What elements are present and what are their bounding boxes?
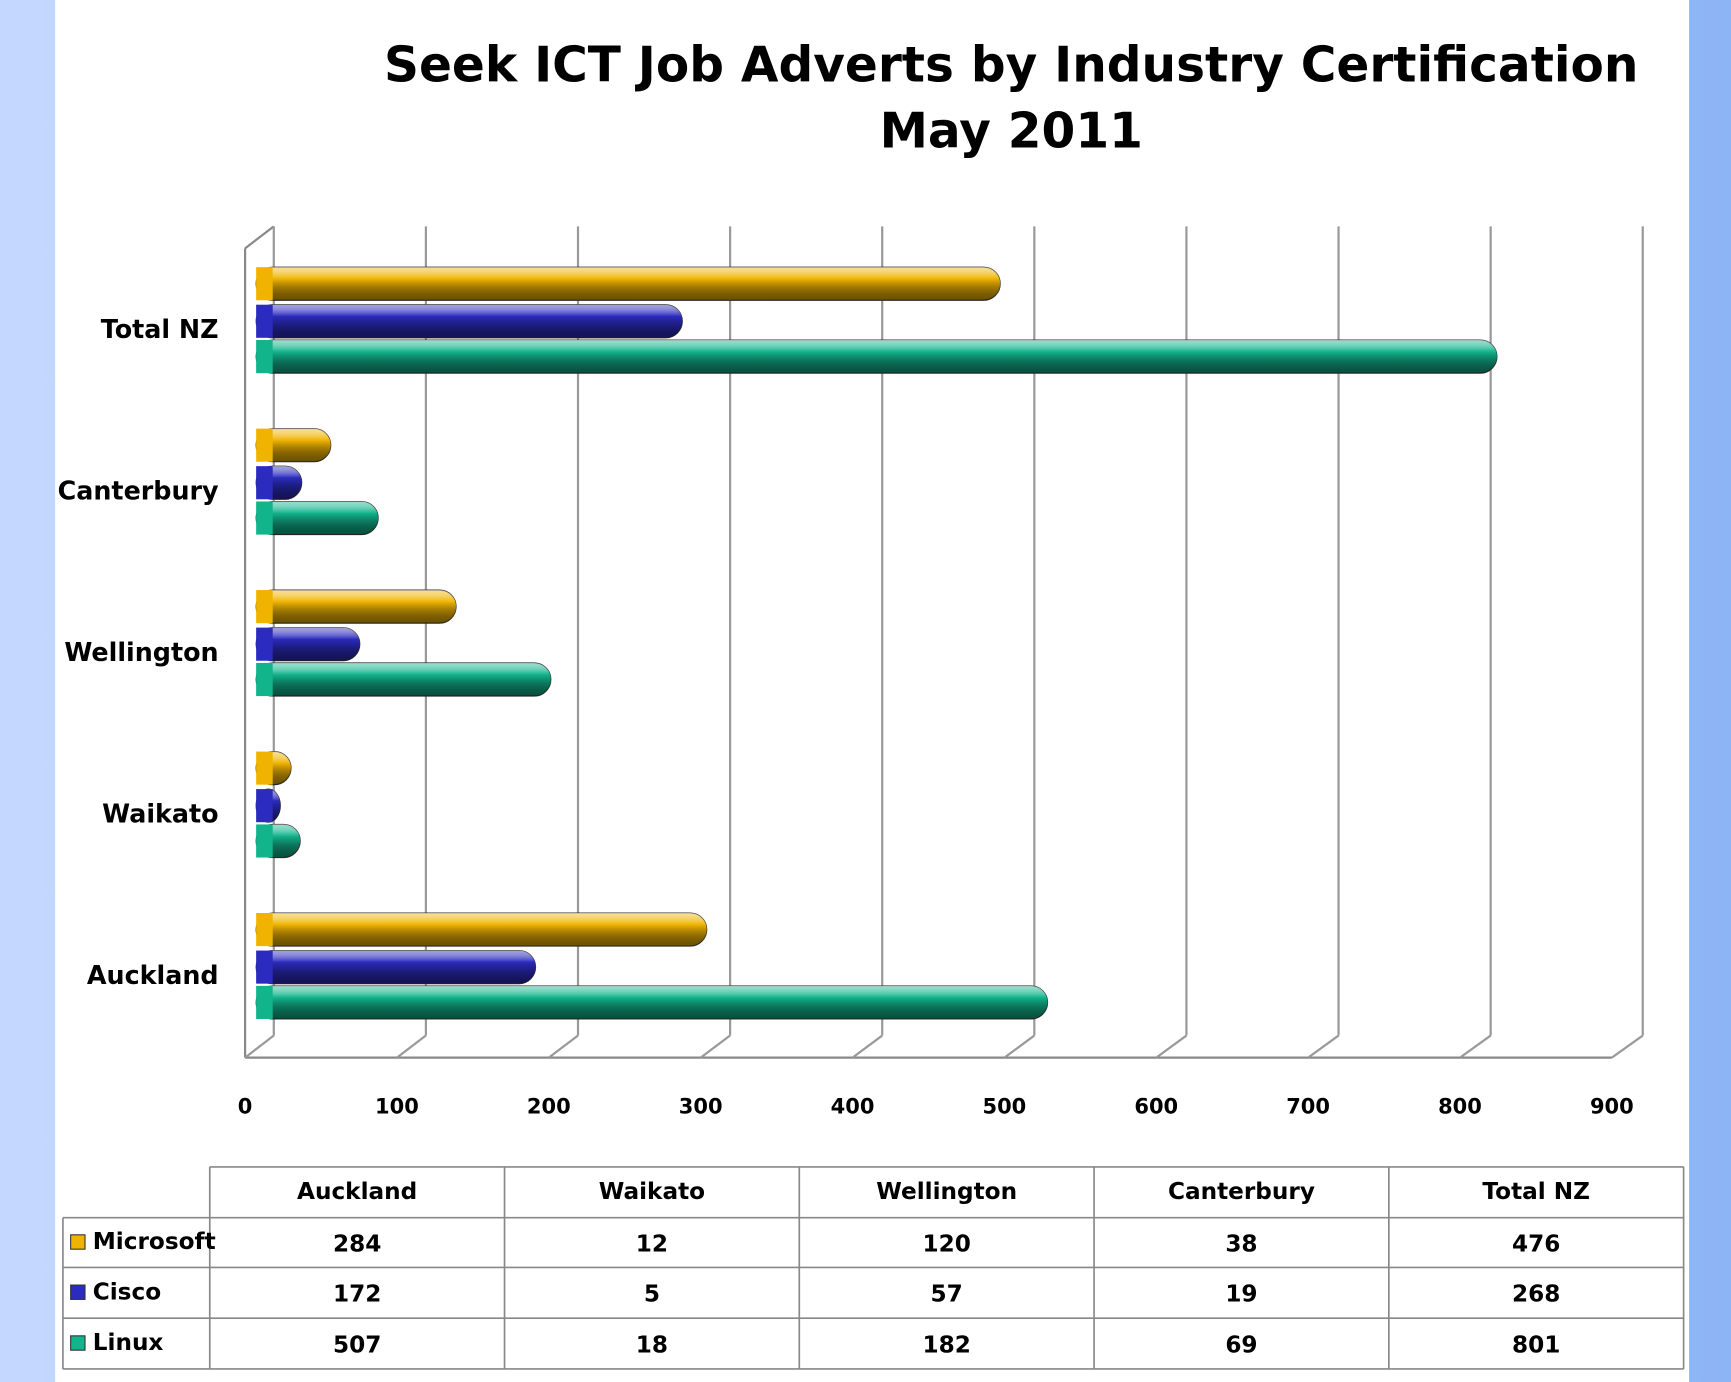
bar-shade [256, 501, 379, 535]
bar-base [256, 950, 273, 984]
x-tick-label: 500 [983, 1094, 1027, 1118]
bar-shade [256, 662, 551, 697]
table-header: Canterbury [1168, 1178, 1315, 1205]
bar-base [256, 985, 273, 1019]
grid-line [396, 1034, 427, 1059]
bar-shade [256, 590, 457, 624]
bar-base [256, 501, 273, 535]
grid-line [851, 1034, 883, 1059]
bar-base [256, 789, 273, 823]
bar-shade [256, 950, 536, 984]
bar-base [256, 824, 273, 858]
legend-label: Linux [93, 1329, 164, 1356]
x-tick-label: 400 [831, 1094, 875, 1118]
y-tick-label: Auckland [87, 960, 219, 990]
bar-base [256, 662, 273, 697]
grid-line [1611, 1034, 1644, 1059]
grid-line [700, 1034, 731, 1059]
table-header: Waikato [599, 1178, 705, 1205]
table-cell: 268 [1512, 1280, 1560, 1307]
grid-line [1003, 1034, 1035, 1059]
x-tick-label: 300 [679, 1094, 723, 1118]
y-tick-label: Total NZ [101, 314, 219, 344]
table-cell: 172 [333, 1280, 381, 1307]
bar-shade [256, 304, 683, 338]
y-tick-label: Wellington [64, 637, 218, 667]
table-header: Auckland [297, 1178, 417, 1205]
table-header: Total NZ [1482, 1178, 1590, 1205]
x-tick-label: 700 [1286, 1094, 1330, 1118]
legend-label: Cisco [93, 1278, 161, 1305]
y-tick-label: Waikato [102, 799, 218, 829]
bar-base [256, 751, 273, 785]
bar-base [256, 913, 273, 947]
bar-shade [256, 985, 1048, 1019]
chart-subtitle: May 2011 [880, 104, 1143, 160]
x-tick-label: 800 [1438, 1094, 1482, 1118]
bar-base [256, 590, 273, 624]
table-cell: 284 [333, 1230, 381, 1257]
table-cell: 57 [931, 1280, 963, 1307]
bar-shade [256, 267, 1001, 301]
legend-swatch [70, 1284, 86, 1300]
table-cell: 120 [922, 1230, 970, 1257]
bar-base [256, 627, 273, 661]
legend-swatch [70, 1335, 86, 1351]
x-tick-label: 600 [1134, 1094, 1178, 1118]
table-cell: 507 [333, 1331, 381, 1358]
table-header: Wellington [876, 1178, 1017, 1205]
table-cell: 182 [922, 1331, 970, 1358]
axis-line [244, 225, 275, 250]
table-cell: 69 [1225, 1331, 1257, 1358]
table-cell: 18 [636, 1331, 668, 1358]
grid-line [548, 1034, 579, 1059]
y-tick-label: Canterbury [58, 476, 219, 506]
bar-base [256, 466, 273, 500]
grid-line [244, 1034, 275, 1059]
grid-line [1307, 1034, 1340, 1059]
table-cell: 19 [1225, 1280, 1257, 1307]
legend-label: Microsoft [93, 1228, 216, 1255]
x-tick-label: 0 [238, 1094, 253, 1118]
bar-shade [256, 428, 331, 462]
legend-swatch [70, 1234, 86, 1250]
bar-shade [256, 913, 707, 947]
table-cell: 5 [644, 1280, 660, 1307]
x-tick-label: 100 [375, 1094, 419, 1118]
bar-base [256, 267, 273, 301]
grid-line [1459, 1034, 1492, 1059]
chart-title: Seek ICT Job Adverts by Industry Certifi… [384, 37, 1638, 93]
bar-shade [256, 627, 360, 661]
bar-base [256, 304, 273, 338]
table-cell: 38 [1225, 1230, 1257, 1257]
x-tick-label: 900 [1590, 1094, 1634, 1118]
table-cell: 476 [1512, 1230, 1560, 1257]
table-cell: 801 [1512, 1331, 1560, 1358]
table-cell: 12 [636, 1230, 668, 1257]
bar-shade [256, 340, 1497, 374]
grid-line [1155, 1034, 1188, 1059]
bar-base [256, 428, 273, 462]
bar-base [256, 340, 273, 374]
x-tick-label: 200 [527, 1094, 571, 1118]
